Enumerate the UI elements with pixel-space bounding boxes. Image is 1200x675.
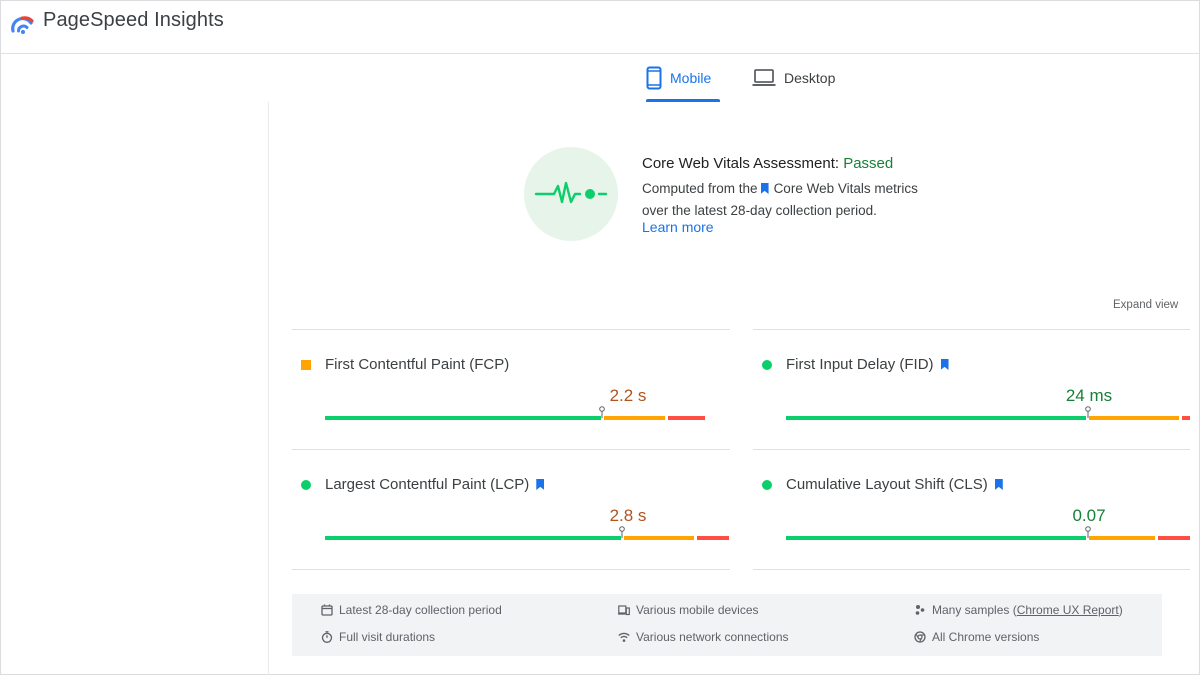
good-circle-icon [762, 480, 772, 490]
divider-line [753, 329, 1190, 330]
info-text: Many samples (Chrome UX Report) [932, 603, 1123, 617]
samples-suffix: ) [1118, 603, 1123, 617]
info-text: Full visit durations [339, 630, 436, 644]
percentile-marker-icon [1084, 406, 1091, 418]
metric-label: First Contentful Paint (FCP) [325, 356, 510, 373]
calendar-icon [321, 604, 333, 616]
expand-view-button[interactable]: Expand view [1113, 299, 1179, 311]
metric-label: Cumulative Layout Shift (CLS) [786, 476, 988, 493]
metric-card-cls[interactable]: Cumulative Layout Shift (CLS) 0.07 [753, 450, 1191, 570]
chrome-ux-report-link[interactable]: Chrome UX Report [1016, 603, 1119, 617]
tab-mobile[interactable]: Mobile [646, 62, 720, 102]
field-data-info-panel: Latest 28-day collection period Various … [292, 594, 1162, 656]
pagespeed-logo-icon [11, 16, 34, 34]
cwv-status-badge [524, 147, 618, 241]
needs-improvement-segment [623, 536, 694, 540]
divider-line [292, 329, 730, 330]
good-segment [786, 416, 1086, 420]
poor-segment [1181, 416, 1190, 420]
divider-line [292, 569, 730, 570]
metric-label-wrap: Largest Contentful Paint (LCP) [325, 476, 549, 493]
chrome-icon [914, 631, 926, 643]
core-vitals-bookmark-icon [994, 479, 1003, 490]
core-vitals-bookmark-icon [760, 183, 769, 194]
percentile-marker-icon [1084, 526, 1091, 538]
info-network: Various network connections [618, 630, 789, 644]
tab-mobile-label: Mobile [670, 70, 712, 86]
metric-value: 2.8 s [609, 506, 647, 525]
metric-label: First Input Delay (FID) [786, 356, 934, 373]
desktop-laptop-icon [752, 69, 776, 86]
metric-label-wrap: First Input Delay (FID) [786, 356, 954, 373]
info-collection-period: Latest 28-day collection period [321, 603, 502, 617]
vitals-pulse-icon [534, 181, 608, 204]
core-vitals-bookmark-icon [536, 479, 545, 490]
percentile-marker-icon [599, 406, 606, 418]
samples-prefix: Many samples ( [932, 603, 1017, 617]
mobile-phone-icon [646, 66, 662, 90]
devices-icon [618, 605, 630, 616]
metric-value: 24 ms [1065, 386, 1113, 405]
percentile-marker-icon [619, 526, 626, 538]
good-circle-icon [762, 360, 772, 370]
divider-line [753, 449, 1190, 450]
info-samples: Many samples (Chrome UX Report) [914, 603, 1123, 617]
info-text: All Chrome versions [932, 630, 1040, 644]
info-durations: Full visit durations [321, 630, 435, 644]
good-segment [325, 416, 601, 420]
cwv-description: Computed from the Core Web Vitals metrics… [642, 178, 962, 222]
metric-label: Largest Contentful Paint (LCP) [325, 476, 530, 493]
app-header: PageSpeed Insights [0, 0, 1200, 54]
divider-line [753, 569, 1190, 570]
info-text: Various network connections [636, 630, 789, 644]
app-title: PageSpeed Insights [43, 9, 224, 31]
good-circle-icon [301, 480, 311, 490]
tab-selected-indicator [646, 99, 720, 102]
needs-improvement-segment [1089, 536, 1155, 540]
cwv-desc-metrics-link: Core Web Vitals metrics [773, 181, 918, 196]
metric-label-wrap: Cumulative Layout Shift (CLS) [786, 476, 1008, 493]
samples-people-icon [915, 605, 925, 615]
cwv-desc-prefix: Computed from the [642, 181, 758, 196]
metric-value: 0.07 [1072, 506, 1106, 525]
cwv-title-prefix: Core Web Vitals Assessment: [642, 155, 844, 172]
cwv-status-text: Passed [843, 155, 894, 172]
metric-value: 2.2 s [609, 386, 647, 405]
info-devices: Various mobile devices [618, 603, 759, 617]
divider-line [292, 449, 730, 450]
sidebar-divider [268, 102, 269, 675]
info-text: Various mobile devices [636, 603, 759, 617]
metric-card-fid[interactable]: First Input Delay (FID) 24 ms [753, 330, 1191, 450]
poor-segment [696, 536, 729, 540]
needs-improvement-segment [603, 416, 666, 420]
core-vitals-bookmark-icon [940, 359, 949, 370]
metric-card-lcp[interactable]: Largest Contentful Paint (LCP) 2.8 s [292, 450, 730, 570]
needs-improvement-square-icon [301, 360, 311, 370]
info-text: Latest 28-day collection period [339, 603, 502, 617]
metric-card-fcp[interactable]: First Contentful Paint (FCP) 2.2 s [292, 330, 730, 450]
good-segment [786, 536, 1086, 540]
wifi-icon [618, 632, 630, 642]
poor-segment [668, 416, 705, 420]
poor-segment [1157, 536, 1190, 540]
tab-desktop[interactable]: Desktop [752, 62, 852, 102]
good-segment [325, 536, 621, 540]
needs-improvement-segment [1089, 416, 1179, 420]
info-chrome-versions: All Chrome versions [914, 630, 1039, 644]
cwv-assessment-title: Core Web Vitals Assessment: Passed [642, 155, 893, 172]
stopwatch-icon [321, 631, 333, 643]
tab-desktop-label: Desktop [784, 70, 836, 86]
cwv-desc-line2: over the latest 28-day collection period… [642, 203, 877, 218]
learn-more-link[interactable]: Learn more [642, 219, 714, 235]
